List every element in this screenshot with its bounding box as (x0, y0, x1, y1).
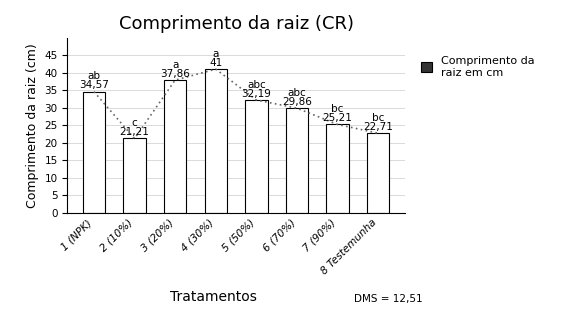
Text: c: c (132, 118, 138, 128)
Title: Comprimento da raiz (CR): Comprimento da raiz (CR) (119, 15, 353, 33)
Y-axis label: Comprimento da raiz (cm): Comprimento da raiz (cm) (26, 43, 39, 208)
Bar (83, 92, 105, 213)
Text: a: a (172, 60, 178, 70)
Text: 37,86: 37,86 (160, 69, 190, 79)
Text: 21,21: 21,21 (120, 127, 149, 137)
Text: a: a (212, 49, 219, 59)
Text: abc: abc (288, 88, 306, 98)
Text: 32,19: 32,19 (242, 89, 271, 99)
Text: 25,21: 25,21 (323, 113, 352, 123)
Text: bc: bc (332, 104, 344, 114)
Text: bc: bc (372, 113, 384, 123)
Legend: Comprimento da
raiz em cm: Comprimento da raiz em cm (417, 52, 540, 82)
Bar (245, 100, 268, 213)
Text: Tratamentos: Tratamentos (170, 290, 257, 304)
Text: 29,86: 29,86 (282, 97, 312, 107)
Text: 22,71: 22,71 (363, 122, 393, 132)
Bar (164, 80, 186, 213)
Bar (367, 133, 389, 213)
Bar (124, 138, 146, 213)
Text: ab: ab (88, 71, 101, 81)
Bar (286, 108, 308, 213)
Text: abc: abc (247, 80, 266, 90)
Text: 34,57: 34,57 (79, 80, 109, 90)
Text: 41: 41 (209, 58, 223, 68)
Bar (205, 69, 227, 213)
Text: DMS = 12,51: DMS = 12,51 (354, 294, 423, 304)
Bar (327, 125, 348, 213)
